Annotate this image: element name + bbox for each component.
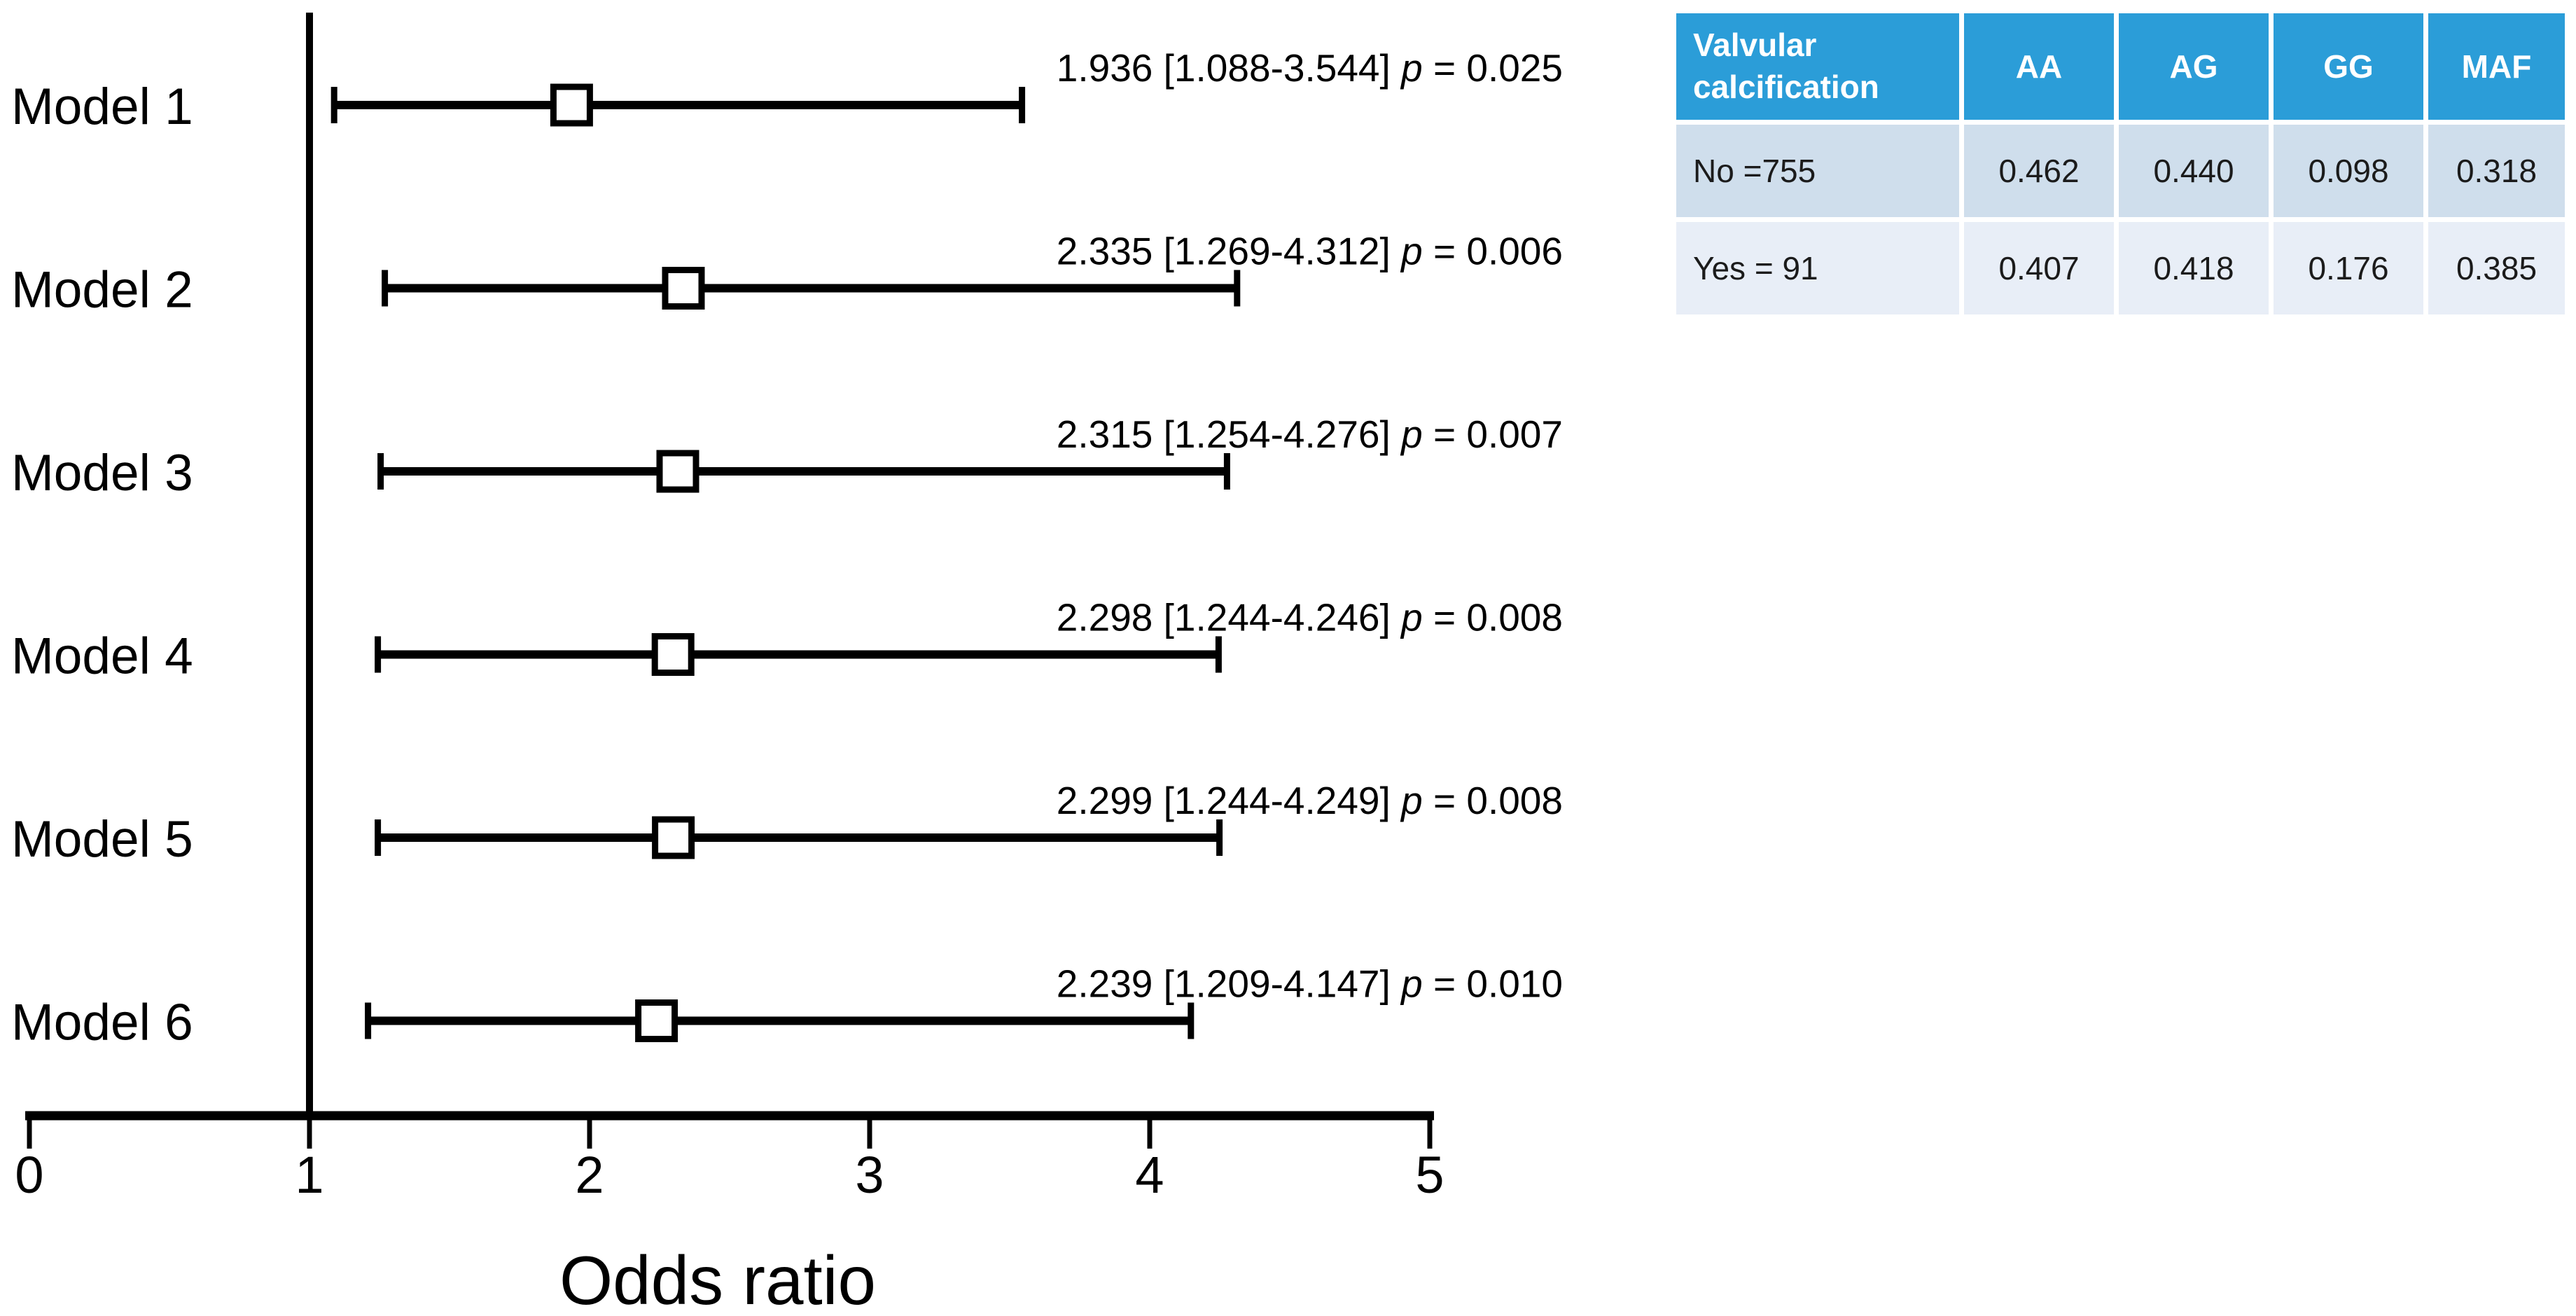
table-header-maf: MAF xyxy=(2428,13,2565,120)
x-tick-label: 3 xyxy=(855,1146,884,1204)
table-header-row: Valvular calcification AA AG GG MAF xyxy=(1676,13,2565,120)
table-row-no: No =755 0.462 0.440 0.098 0.318 xyxy=(1676,125,2565,217)
table-header-ag: AG xyxy=(2119,13,2269,120)
model-label: Model 1 xyxy=(11,78,193,135)
estimate-annotation: 2.239 [1.209-4.147] p = 0.010 xyxy=(1057,962,1563,1006)
model-label: Model 2 xyxy=(11,262,193,319)
table-row-yes: Yes = 91 0.407 0.418 0.176 0.385 xyxy=(1676,222,2565,314)
table-header-valvular-calcification: Valvular calcification xyxy=(1676,13,1959,120)
genotype-table: Valvular calcification AA AG GG MAF No =… xyxy=(1671,8,2570,319)
x-tick-label: 5 xyxy=(1415,1146,1444,1204)
cell-yes-maf: 0.385 xyxy=(2428,222,2565,314)
forest-row: Model 4 2.298 [1.244-4.246] p = 0.008 xyxy=(11,596,1563,685)
or-marker xyxy=(652,816,695,859)
estimate-annotation: 2.335 [1.269-4.312] p = 0.006 xyxy=(1057,230,1563,273)
forest-row: Model 2 2.335 [1.269-4.312] p = 0.006 xyxy=(11,230,1563,319)
model-label: Model 3 xyxy=(11,445,193,501)
table-header-gg: GG xyxy=(2274,13,2423,120)
model-label: Model 6 xyxy=(11,995,193,1051)
x-tick-label: 0 xyxy=(15,1146,43,1204)
x-axis-title: Odds ratio xyxy=(559,1242,876,1316)
estimate-annotation: 2.299 [1.244-4.249] p = 0.008 xyxy=(1057,779,1563,822)
x-tick-label: 4 xyxy=(1135,1146,1164,1204)
row-label-yes: Yes = 91 xyxy=(1676,222,1959,314)
cell-yes-ag: 0.418 xyxy=(2119,222,2269,314)
cell-yes-gg: 0.176 xyxy=(2274,222,2423,314)
model-label: Model 5 xyxy=(11,811,193,868)
or-marker xyxy=(550,83,593,127)
forest-row: Model 6 2.239 [1.209-4.147] p = 0.010 xyxy=(11,962,1563,1051)
x-tick-label: 2 xyxy=(575,1146,604,1204)
genotype-table-panel: Valvular calcification AA AG GG MAF No =… xyxy=(1671,8,2570,319)
model-label: Model 4 xyxy=(11,628,193,685)
or-marker xyxy=(635,999,678,1042)
or-marker xyxy=(651,633,695,676)
estimate-annotation: 2.298 [1.244-4.246] p = 0.008 xyxy=(1057,596,1563,639)
forest-row: Model 3 2.315 [1.254-4.276] p = 0.007 xyxy=(11,413,1563,501)
or-marker xyxy=(656,450,699,493)
table-header-aa: AA xyxy=(1964,13,2114,120)
estimate-annotation: 1.936 [1.088-3.544] p = 0.025 xyxy=(1057,46,1563,90)
cell-yes-aa: 0.407 xyxy=(1964,222,2114,314)
cell-no-ag: 0.440 xyxy=(2119,125,2269,217)
cell-no-gg: 0.098 xyxy=(2274,125,2423,217)
x-tick-label: 1 xyxy=(295,1146,323,1204)
forest-row: Model 5 2.299 [1.244-4.249] p = 0.008 xyxy=(11,779,1563,868)
cell-no-maf: 0.318 xyxy=(2428,125,2565,217)
cell-no-aa: 0.462 xyxy=(1964,125,2114,217)
estimate-annotation: 2.315 [1.254-4.276] p = 0.007 xyxy=(1057,413,1563,456)
forest-row: Model 1 1.936 [1.088-3.544] p = 0.025 xyxy=(11,46,1563,135)
row-label-no: No =755 xyxy=(1676,125,1959,217)
or-marker xyxy=(662,267,705,310)
